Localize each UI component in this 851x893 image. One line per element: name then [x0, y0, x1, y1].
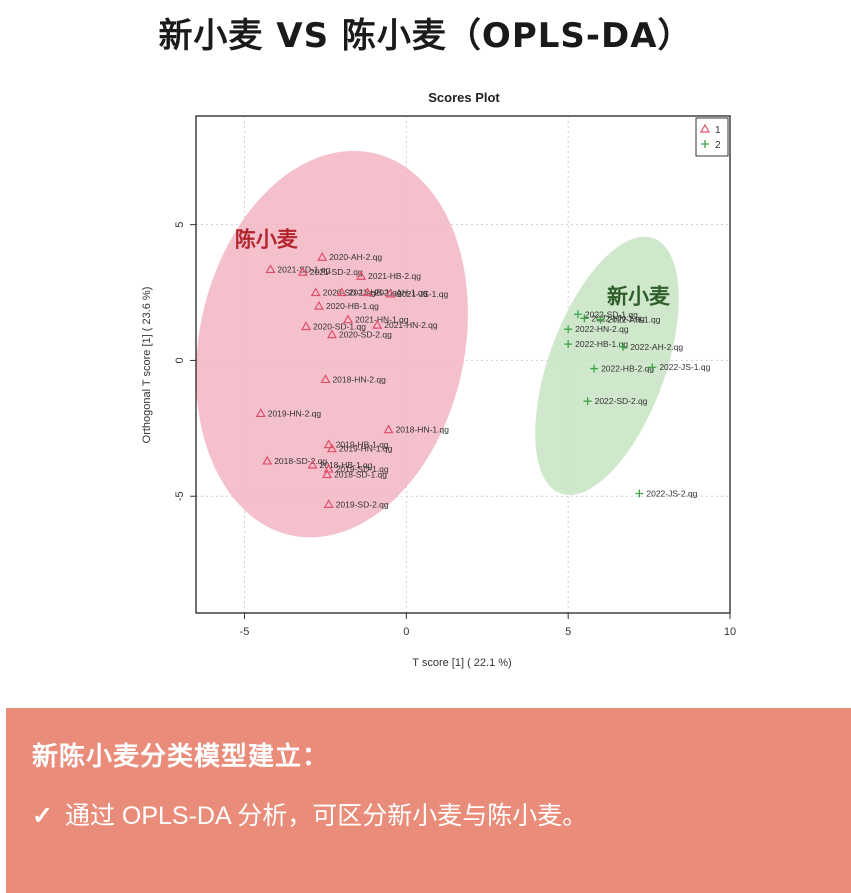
data-point-triangle	[320, 374, 331, 384]
data-point-label: 2020-HB-1.qg	[326, 301, 379, 311]
ellipse-layer	[195, 150, 679, 538]
data-point-label: 2019-HB-1.qg	[336, 440, 389, 450]
data-point-label: 2019-HN-2.qg	[268, 408, 322, 418]
data-point-triangle	[317, 252, 328, 261]
page-title: 新小麦 VS 陈小麦（OPLS-DA）	[158, 16, 693, 56]
data-point-label: 2022-AH-1.qg	[608, 315, 661, 325]
data-point-triangle	[307, 459, 318, 469]
data-point-plus	[596, 315, 605, 324]
data-point-triangle	[322, 469, 333, 479]
data-point-plus	[573, 310, 582, 319]
data-point-label: 2021-HB-1.qg	[349, 288, 402, 298]
summary-text: 通过 OPLS-DA 分析，可区分新小麦与陈小麦。	[64, 802, 588, 830]
data-point-triangle	[372, 319, 383, 329]
data-point-label: 2022-AH-2.qg	[630, 342, 683, 352]
data-point-label: 2022-HN-2.qg	[575, 324, 629, 334]
data-point-label: 2020-SD-2.qg	[339, 330, 392, 340]
data-point-label: 2021-HN-1.qg	[355, 315, 409, 325]
data-point-label: 2022-SD-2.qg	[595, 396, 648, 406]
check-icon: ✓	[32, 802, 53, 830]
data-point-triangle	[323, 439, 334, 449]
data-point-triangle	[343, 314, 354, 324]
data-point-label: 2021-AH-1.qg	[375, 288, 428, 298]
data-point-label: 2019-HN-1.qg	[339, 444, 393, 454]
data-point-label: 2022-JS-2.qg	[646, 489, 697, 499]
data-point-label: 2021-HB-2.qg	[368, 271, 421, 281]
data-point-triangle	[385, 288, 396, 298]
x-tick-label: -5	[240, 626, 250, 638]
data-point-triangle	[326, 329, 337, 339]
tick-layer: -5 0 5 10 5 0 -5	[174, 222, 736, 638]
data-point-label: 2020-AH-2.qg	[329, 252, 382, 262]
data-point-plus	[583, 397, 592, 406]
legend-label: 1	[715, 125, 721, 136]
plot-frame	[195, 115, 731, 614]
data-point-plus	[619, 342, 628, 351]
x-tick-label: 10	[724, 626, 736, 638]
data-point-label: 2022-HN-1.qg	[591, 313, 645, 323]
data-point-label: 2021-JS-1.qg	[397, 289, 448, 299]
legend-label: 2	[715, 140, 721, 151]
data-point-label: 2018-HN-2.qg	[332, 374, 386, 384]
data-point-triangle	[255, 408, 266, 417]
data-point-triangle	[323, 499, 334, 508]
data-point-label: 2019-SD-1.qg	[336, 464, 389, 474]
legend-marker-triangle	[699, 123, 711, 133]
confidence-ellipse-1	[195, 150, 468, 538]
data-point-triangle	[297, 266, 308, 276]
data-point-plus	[564, 325, 573, 334]
data-point-label: 2018-HN-1.qg	[396, 425, 450, 435]
legend: 12	[695, 117, 729, 157]
summary-title: 新陈小麦分类模型建立：	[32, 742, 330, 772]
y-tick-label: 0	[174, 357, 186, 363]
data-point-label: 2022-HB-2.qg	[601, 364, 654, 374]
y-axis-label: Orthogonal T score [1] ( 23.6 %)	[141, 287, 153, 444]
confidence-ellipse-2	[535, 236, 679, 496]
data-point-triangle	[362, 287, 373, 297]
data-point-label: 2020-SD-1.qg	[313, 321, 366, 331]
y-tick-label: -5	[174, 491, 186, 501]
data-point-label: 2018-HB-1.qg	[320, 460, 373, 470]
data-point-label: 2021-SD-2.qg	[310, 267, 363, 277]
data-point-label: 2020-SD-1.qg	[323, 288, 376, 298]
group-annotation: 新小麦	[607, 284, 671, 308]
data-point-label: 2018-SD-1.qg	[334, 469, 387, 479]
data-point-label: 2021-HN-2.qg	[384, 320, 438, 330]
group-annotation: 陈小麦	[235, 227, 299, 251]
data-point-triangle	[301, 321, 312, 331]
x-tick-label: 5	[565, 626, 571, 638]
summary-line: ✓ 通过 OPLS-DA 分析，可区分新小麦与陈小麦。	[32, 796, 587, 832]
data-point-label: 2022-SD-1.qg	[585, 309, 638, 319]
data-point-triangle	[383, 424, 394, 434]
data-point-plus	[590, 364, 599, 373]
data-point-triangle	[326, 443, 337, 453]
data-point-plus	[648, 363, 657, 372]
data-point-plus	[580, 314, 589, 323]
data-point-label: 2018-SD-2.qg	[274, 456, 327, 466]
x-tick-label: 0	[403, 626, 409, 638]
data-point-triangle	[310, 287, 321, 297]
data-point-plus	[564, 340, 573, 349]
data-point-label: 2019-SD-2.qg	[336, 499, 389, 509]
chart-title: Scores Plot	[428, 90, 500, 105]
legend-marker-plus	[701, 140, 709, 148]
y-tick-label: 5	[174, 222, 186, 228]
data-point-triangle	[262, 455, 273, 465]
data-point-triangle	[323, 463, 334, 473]
data-point-triangle	[356, 271, 367, 280]
data-point-plus	[635, 489, 644, 498]
data-point-triangle	[336, 287, 347, 297]
x-axis-label: T score [1] ( 22.1 %)	[412, 657, 511, 669]
data-point-label: 2022-HB-1.qg	[575, 339, 628, 349]
data-point-triangle	[265, 264, 276, 274]
data-point-label: 2022-JS-1.qg	[659, 362, 710, 372]
data-point-triangle	[313, 300, 325, 310]
summary-box: 新陈小麦分类模型建立： ✓ 通过 OPLS-DA 分析，可区分新小麦与陈小麦。	[6, 708, 851, 893]
legend-box	[695, 117, 729, 157]
